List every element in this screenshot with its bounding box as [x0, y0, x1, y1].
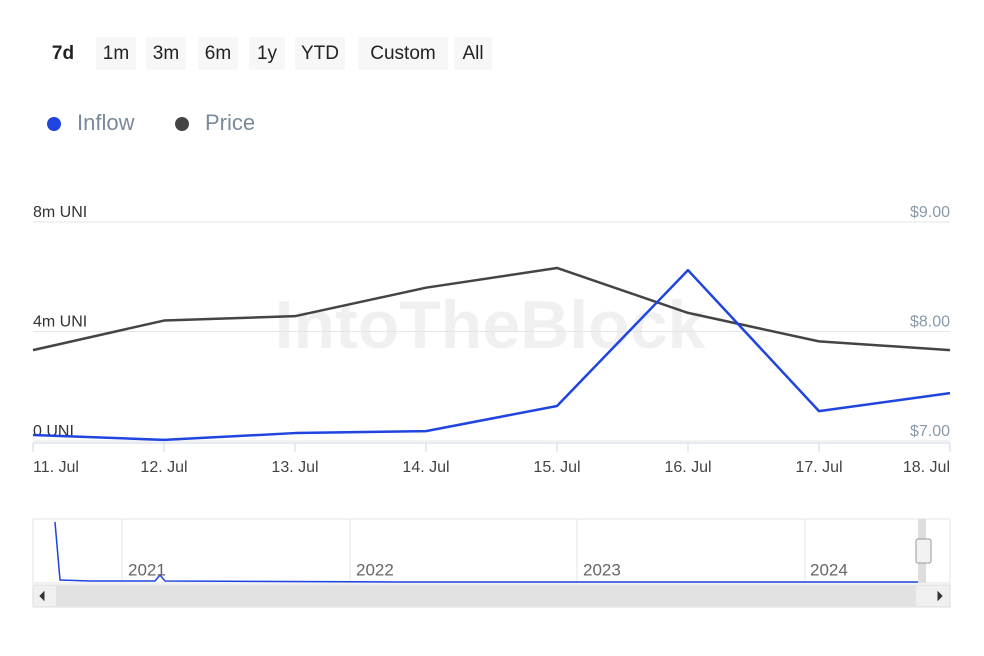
navigator-year: 2023 [583, 560, 621, 579]
range-button-label[interactable]: All [462, 43, 483, 64]
x-tick-label: 14. Jul [402, 459, 449, 476]
y-tick-label: 0 UNI [33, 423, 74, 440]
x-tick-label: 18. Jul [903, 459, 950, 476]
y-tick-label: 4m UNI [33, 314, 87, 331]
scroll-right[interactable] [937, 590, 943, 602]
legend-label[interactable]: Price [205, 110, 255, 135]
y2-tick-label: $9.00 [910, 204, 950, 221]
range-button[interactable] [43, 37, 83, 70]
range-button[interactable] [295, 37, 345, 70]
range-button[interactable] [454, 37, 492, 70]
legend-label[interactable]: Inflow [77, 110, 135, 135]
scrollbar-thumb[interactable] [56, 586, 916, 606]
navigator-year: 2024 [810, 560, 848, 579]
range-button-label[interactable]: 7d [52, 43, 74, 64]
x-tick-label: 15. Jul [533, 459, 580, 476]
legend-marker[interactable] [47, 117, 61, 131]
range-button-label[interactable]: 3m [153, 43, 179, 64]
range-button-label[interactable]: 1m [103, 43, 129, 64]
y2-tick-label: $8.00 [910, 314, 950, 331]
x-tick-label: 11. Jul [33, 459, 79, 476]
scroll-left[interactable] [39, 590, 45, 602]
range-button-label[interactable]: YTD [301, 43, 339, 64]
range-button[interactable] [198, 37, 238, 70]
range-button-label[interactable]: Custom [370, 43, 435, 64]
range-button[interactable] [146, 37, 186, 70]
x-tick-label: 16. Jul [664, 459, 711, 476]
range-button[interactable] [358, 37, 448, 70]
x-tick-label: 13. Jul [271, 459, 318, 476]
x-tick-label: 12. Jul [140, 459, 187, 476]
navigator [32, 518, 951, 584]
navigator-year: 2021 [128, 560, 166, 579]
watermark: IntoTheBlock [275, 287, 706, 363]
range-button-label[interactable]: 6m [205, 43, 231, 64]
y-tick-label: 8m UNI [33, 204, 87, 221]
range-button-label[interactable]: 1y [257, 43, 278, 64]
legend-marker[interactable] [175, 117, 189, 131]
range-button[interactable] [96, 37, 136, 70]
y2-tick-label: $7.00 [910, 423, 950, 440]
navigator-line [54, 521, 920, 583]
x-tick-label: 17. Jul [795, 459, 842, 476]
series-line [32, 266, 951, 352]
range-button[interactable] [249, 37, 285, 70]
navigator-handle[interactable] [915, 538, 932, 564]
series-line [32, 268, 951, 442]
navigator-year: 2022 [356, 560, 394, 579]
